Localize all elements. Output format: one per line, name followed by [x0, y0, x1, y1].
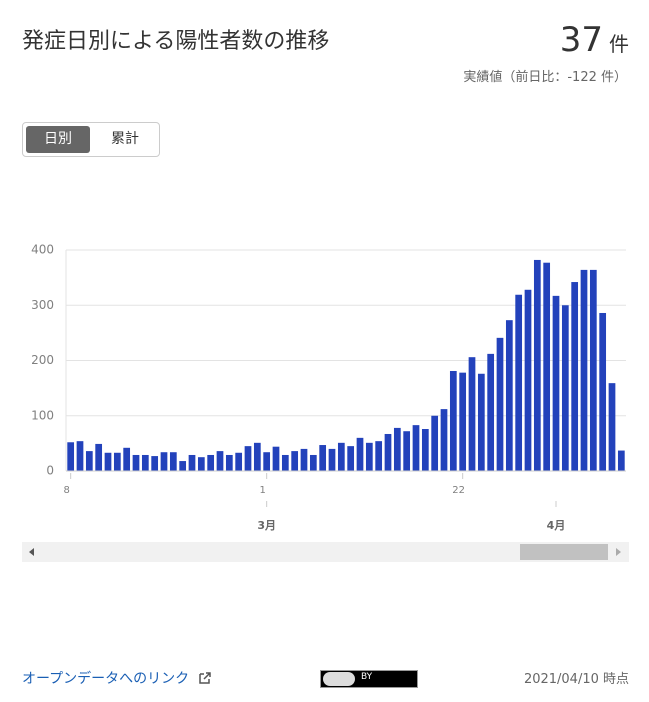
bar: [543, 262, 551, 471]
bar: [599, 312, 607, 471]
bar: [225, 454, 233, 471]
bar: [580, 269, 588, 471]
headline-value: 37: [559, 20, 603, 60]
cc-logo: [323, 672, 355, 686]
bar: [179, 461, 187, 471]
bar: [561, 305, 569, 471]
bar: [244, 446, 252, 471]
cc-by: BY: [361, 672, 373, 682]
toggle-daily[interactable]: 日別: [26, 126, 90, 153]
toggle-cumulative[interactable]: 累計: [111, 131, 139, 147]
bar: [487, 353, 495, 471]
bar: [151, 456, 159, 471]
bar: [468, 357, 476, 471]
bar: [608, 383, 616, 471]
x-tick-label: 22: [452, 485, 465, 496]
bar: [384, 433, 392, 471]
bar: [160, 452, 168, 471]
bar: [347, 446, 355, 471]
bar: [85, 451, 93, 471]
bar: [403, 431, 411, 471]
bar: [76, 441, 84, 471]
bar: [449, 370, 457, 471]
chart: 0 100 200 300 400 8 1 3月 22 4月: [22, 243, 629, 562]
bar: [197, 457, 205, 471]
bar: [132, 454, 140, 471]
headline-unit: 件: [609, 32, 629, 56]
bar: [309, 454, 317, 471]
link-text: オープンデータへのリンク: [22, 671, 190, 687]
scroll-thumb[interactable]: [520, 544, 608, 560]
bar: [459, 372, 467, 471]
bar: [412, 425, 420, 471]
bar: [571, 282, 579, 471]
bar: [589, 269, 597, 471]
bar: [319, 445, 327, 471]
bar: [505, 320, 513, 471]
bar: [440, 409, 448, 471]
bar: [365, 442, 373, 471]
bar: [216, 451, 224, 471]
open-data-link[interactable]: オープンデータへのリンク: [22, 668, 212, 688]
bar: [421, 429, 429, 471]
toggle: 日別 累計: [22, 122, 160, 157]
bar: [67, 442, 75, 471]
scroll-right[interactable]: [616, 548, 621, 556]
bar: [281, 454, 289, 471]
bar: [123, 447, 131, 471]
bar: [272, 446, 280, 471]
bar: [253, 442, 261, 471]
bar: [235, 452, 243, 471]
bar: [141, 454, 149, 471]
cc-badge: BY: [320, 670, 418, 688]
bar: [375, 441, 383, 471]
bar: [113, 452, 121, 471]
bar: [431, 415, 439, 471]
bar: [524, 289, 532, 471]
timestamp: 2021/04/10 時点: [523, 672, 629, 687]
headline: 37 件: [560, 20, 629, 60]
y-tick-label: 400: [31, 243, 54, 257]
bar: [617, 450, 625, 471]
headline-note: 実績値（前日比：-122 件）: [463, 70, 627, 85]
bar: [356, 437, 364, 471]
scrollbar[interactable]: [22, 542, 629, 562]
bar: [104, 452, 112, 471]
bar: [496, 337, 504, 471]
bar: [188, 454, 196, 471]
bar: [300, 448, 308, 471]
y-tick-label: 100: [31, 408, 54, 422]
month-label: 3月: [257, 519, 276, 532]
bar: [533, 259, 541, 471]
bar: [95, 443, 103, 471]
bar: [393, 427, 401, 471]
bar: [477, 373, 485, 471]
bar: [207, 454, 215, 471]
title: 発症日別による陽性者数の推移: [22, 29, 330, 54]
scroll-left[interactable]: [29, 548, 34, 556]
bar: [552, 295, 560, 471]
bar: [291, 451, 299, 471]
bar: [169, 452, 177, 471]
month-label: 4月: [547, 519, 566, 532]
x-tick-label: 8: [63, 485, 69, 496]
y-tick-label: 300: [31, 298, 54, 312]
bar: [328, 448, 336, 471]
bar: [337, 442, 345, 471]
y-tick-label: 200: [31, 353, 54, 367]
bar: [263, 452, 271, 471]
y-tick-label: 0: [46, 464, 54, 478]
external-icon: [198, 672, 211, 684]
bar: [515, 294, 523, 471]
x-tick-label: 1: [259, 485, 265, 496]
